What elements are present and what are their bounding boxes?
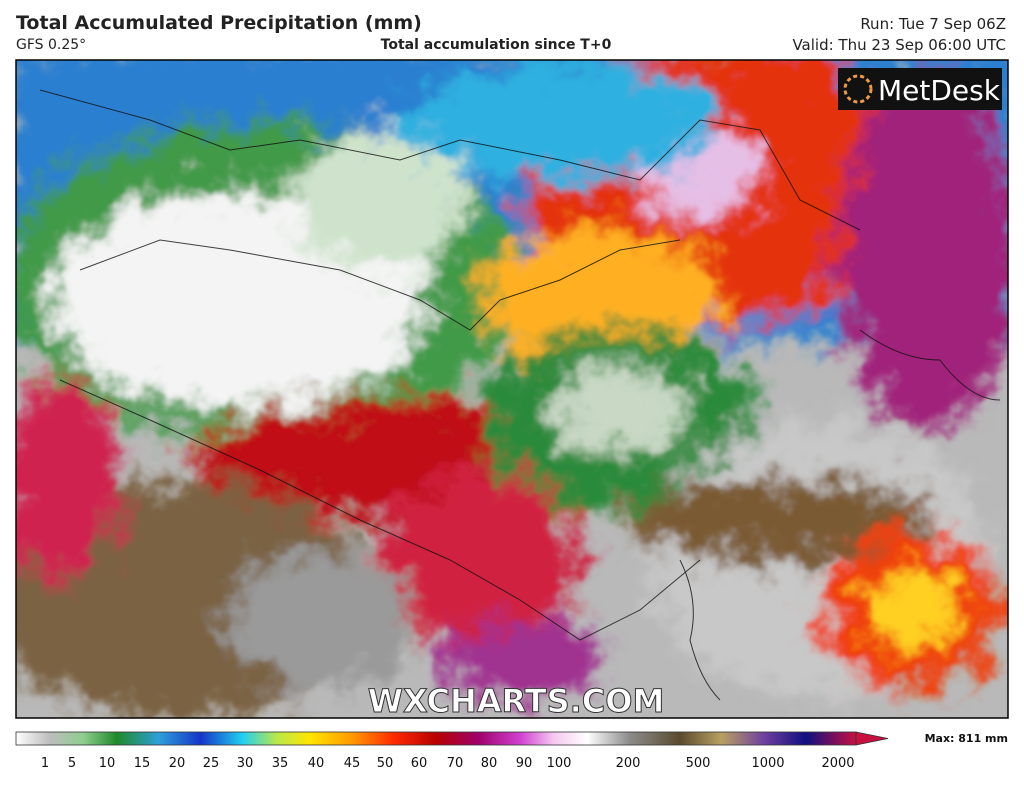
colorbar-label: 50	[377, 756, 394, 771]
colorbar-label: 10	[99, 756, 116, 771]
colorbar-label: 25	[203, 756, 220, 771]
title: Total Accumulated Precipitation (mm)	[16, 12, 422, 34]
colorbar-label: 1000	[751, 756, 784, 771]
colorbar-label: 200	[616, 756, 641, 771]
map	[16, 60, 1008, 718]
colorbar-label: 1	[41, 756, 49, 771]
colorbar-label: 90	[516, 756, 533, 771]
model: GFS 0.25°	[16, 37, 86, 53]
valid: Valid: Thu 23 Sep 06:00 UTC	[792, 36, 1006, 54]
colorbar-label: 45	[344, 756, 361, 771]
map-frame	[15, 59, 1009, 719]
colorbar-label: 2000	[821, 756, 854, 771]
colorbar-label: 40	[308, 756, 325, 771]
colorbar-label: 35	[272, 756, 289, 771]
colorbar-label: 15	[134, 756, 151, 771]
colorbar-label: 100	[547, 756, 572, 771]
colorbar-label: 500	[686, 756, 711, 771]
run: Run: Tue 7 Sep 06Z	[860, 15, 1006, 33]
logo-text: MetDesk	[878, 74, 1001, 107]
colorbar-label: 30	[237, 756, 254, 771]
colorbar-label: 80	[481, 756, 498, 771]
max-label: Max: 811 mm	[925, 732, 1008, 745]
logo: MetDesk	[838, 68, 1002, 110]
subtitle: Total accumulation since T+0	[381, 37, 612, 53]
colorbar-label: 5	[68, 756, 76, 771]
colorbar	[15, 731, 889, 746]
watermark: WXCHARTS.COM	[368, 682, 665, 720]
colorbar-label: 70	[447, 756, 464, 771]
colorbar-label: 60	[411, 756, 428, 771]
colorbar-label: 20	[169, 756, 186, 771]
